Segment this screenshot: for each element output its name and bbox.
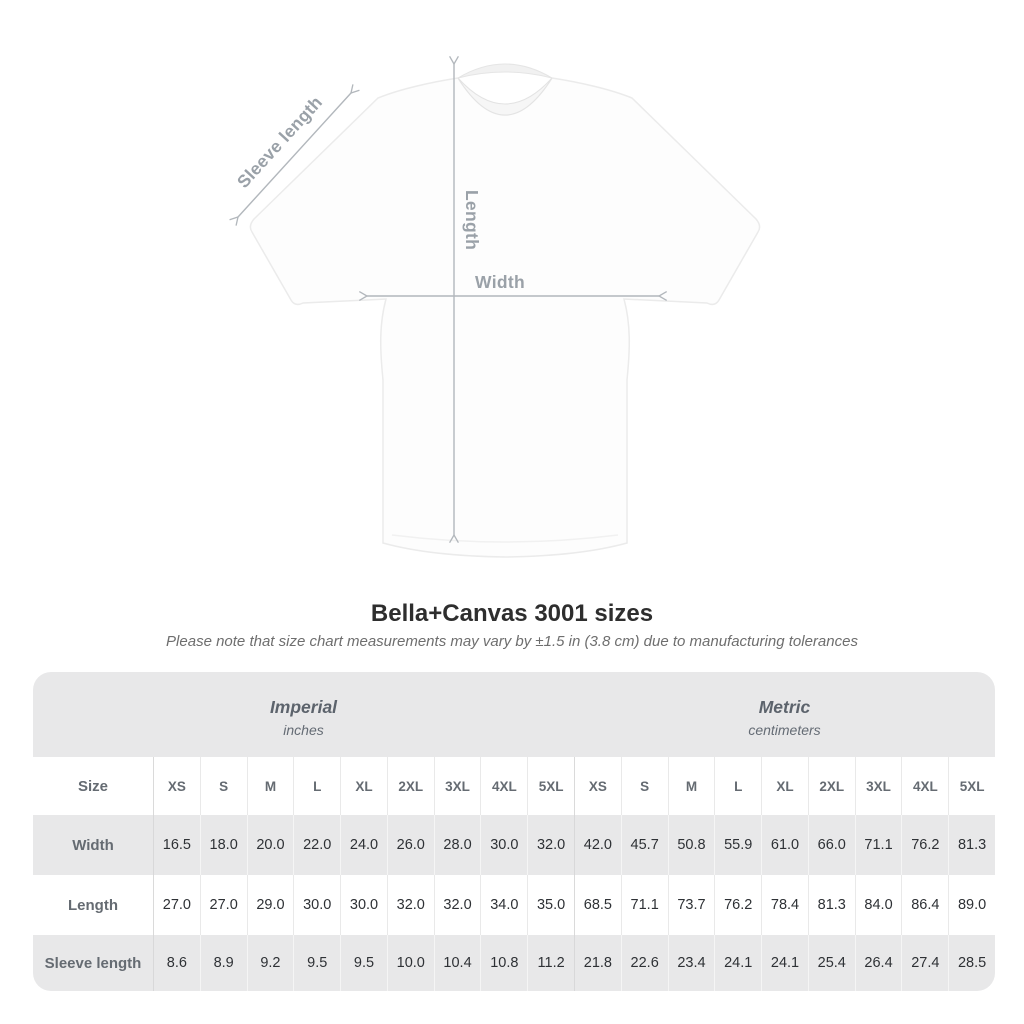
value-cell: 68.5 xyxy=(574,875,621,935)
size-header-cell: 2XL xyxy=(386,757,434,815)
size-header-cell: S xyxy=(620,757,668,815)
value-cell: 24.0 xyxy=(340,815,387,875)
value-cell: 86.4 xyxy=(901,875,948,935)
value-cell: 9.5 xyxy=(293,935,340,991)
sleeve-length-arrow xyxy=(229,84,360,226)
value-cell: 8.9 xyxy=(199,935,247,991)
tshirt-diagram: Sleeve length Length Width xyxy=(229,55,761,558)
value-cell: 32.0 xyxy=(527,815,574,875)
size-header-cell: 4XL xyxy=(480,757,527,815)
row-label: Width xyxy=(72,836,114,854)
size-header-cell: XL xyxy=(761,757,808,815)
value-cell: 23.4 xyxy=(667,935,715,991)
value-cell: 32.0 xyxy=(386,875,434,935)
tshirt-graphic xyxy=(249,63,761,558)
value-cell: 26.4 xyxy=(854,935,902,991)
value-cell: 32.0 xyxy=(433,875,481,935)
page-title: Bella+Canvas 3001 sizes xyxy=(370,600,654,627)
value-cell: 45.7 xyxy=(620,815,668,875)
size-header-cell: M xyxy=(667,757,715,815)
value-cell: 81.3 xyxy=(948,815,995,875)
value-cell: 73.7 xyxy=(667,875,715,935)
value-cell: 24.1 xyxy=(714,935,761,991)
value-cell: 27.0 xyxy=(199,875,247,935)
value-cell: 25.4 xyxy=(807,935,855,991)
imperial-unit-label: inches xyxy=(283,722,324,738)
value-cell: 61.0 xyxy=(761,815,808,875)
value-cell: 84.0 xyxy=(854,875,902,935)
value-cell: 8.6 xyxy=(153,935,200,991)
value-cell: 71.1 xyxy=(854,815,902,875)
value-cell: 10.0 xyxy=(386,935,434,991)
size-header-cell: 3XL xyxy=(433,757,481,815)
unit-header-imperial: Imperial inches xyxy=(33,672,574,757)
value-cell: 22.6 xyxy=(620,935,668,991)
collar-front xyxy=(457,77,553,116)
value-cell: 30.0 xyxy=(340,875,387,935)
size-header-cell: 4XL xyxy=(901,757,948,815)
value-cell: 30.0 xyxy=(480,815,527,875)
value-cell: 28.5 xyxy=(948,935,995,991)
value-cell: 18.0 xyxy=(199,815,247,875)
row-label: Sleeve length xyxy=(44,954,142,972)
size-header-cell: 5XL xyxy=(948,757,995,815)
value-cell: 55.9 xyxy=(714,815,761,875)
table-row-width: Width 16.5 18.0 20.0 22.0 24.0 26.0 28.0… xyxy=(33,815,995,875)
size-header-cell: 5XL xyxy=(527,757,574,815)
width-label: Width xyxy=(475,272,525,292)
value-cell: 24.1 xyxy=(761,935,808,991)
value-cell: 50.8 xyxy=(667,815,715,875)
value-cell: 9.5 xyxy=(340,935,387,991)
value-cell: 76.2 xyxy=(901,815,948,875)
value-cell: 10.4 xyxy=(433,935,481,991)
collar-back xyxy=(457,63,553,79)
value-cell: 28.0 xyxy=(433,815,481,875)
value-cell: 34.0 xyxy=(480,875,527,935)
value-cell: 71.1 xyxy=(620,875,668,935)
size-header-cell: S xyxy=(199,757,247,815)
table-row-sleeve-length: Sleeve length 8.6 8.9 9.2 9.5 9.5 10.0 1… xyxy=(33,935,995,991)
metric-label: Metric xyxy=(758,697,811,717)
table-row-length: Length 27.0 27.0 29.0 30.0 30.0 32.0 32.… xyxy=(33,875,995,935)
value-cell: 20.0 xyxy=(246,815,294,875)
value-cell: 27.0 xyxy=(153,875,200,935)
length-label: Length xyxy=(462,190,482,250)
size-header-cell: M xyxy=(246,757,294,815)
value-cell: 9.2 xyxy=(246,935,294,991)
value-cell: 27.4 xyxy=(901,935,948,991)
value-cell: 22.0 xyxy=(293,815,340,875)
size-header-cell: L xyxy=(714,757,761,815)
value-cell: 42.0 xyxy=(574,815,621,875)
value-cell: 29.0 xyxy=(246,875,294,935)
row-label: Length xyxy=(68,896,118,914)
size-column-header: Size xyxy=(77,777,108,795)
metric-unit-label: centimeters xyxy=(748,722,821,738)
size-header-row: Size XS S M L XL 2XL 3XL 4XL 5XL XS S M … xyxy=(33,757,995,815)
unit-header-row: Imperial inches Metric centimeters xyxy=(33,672,995,757)
value-cell: 81.3 xyxy=(807,875,855,935)
value-cell: 26.0 xyxy=(386,815,434,875)
value-cell: 89.0 xyxy=(948,875,995,935)
value-cell: 21.8 xyxy=(574,935,621,991)
value-cell: 10.8 xyxy=(480,935,527,991)
hem-stitch xyxy=(391,534,619,543)
value-cell: 76.2 xyxy=(714,875,761,935)
value-cell: 35.0 xyxy=(527,875,574,935)
page-subtitle: Please note that size chart measurements… xyxy=(166,633,858,650)
value-cell: 66.0 xyxy=(807,815,855,875)
size-header-cell: XL xyxy=(340,757,387,815)
unit-header-metric: Metric centimeters xyxy=(574,672,995,757)
value-cell: 16.5 xyxy=(153,815,200,875)
size-header-cell: 3XL xyxy=(854,757,902,815)
imperial-label: Imperial xyxy=(269,697,338,717)
size-header-cell: 2XL xyxy=(807,757,855,815)
value-cell: 78.4 xyxy=(761,875,808,935)
value-cell: 30.0 xyxy=(293,875,340,935)
size-table: Imperial inches Metric centimeters Size … xyxy=(33,672,995,991)
size-header-cell: L xyxy=(293,757,340,815)
size-header-cell: XS xyxy=(153,757,200,815)
value-cell: 11.2 xyxy=(527,935,574,991)
size-header-cell: XS xyxy=(574,757,621,815)
